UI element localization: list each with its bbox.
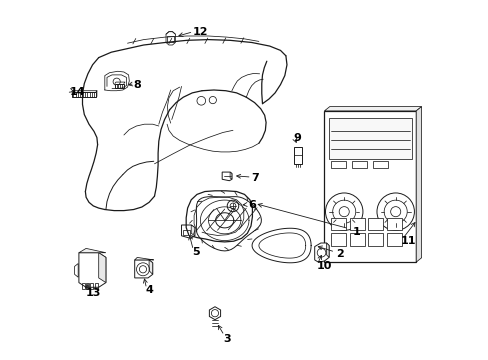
Text: 4: 4 [145, 285, 153, 295]
Polygon shape [134, 257, 153, 260]
Text: 11: 11 [400, 236, 416, 246]
Bar [367, 233, 383, 246]
Text: 14: 14 [70, 87, 85, 97]
Polygon shape [99, 253, 106, 283]
Polygon shape [79, 248, 106, 253]
Polygon shape [415, 107, 421, 262]
Polygon shape [115, 84, 123, 88]
Text: 10: 10 [316, 261, 331, 271]
Bar [81, 283, 84, 289]
Bar [328, 118, 411, 159]
Text: 12: 12 [192, 27, 207, 37]
Bar [349, 218, 364, 230]
Bar [324, 111, 415, 262]
Bar [386, 218, 401, 230]
Polygon shape [191, 225, 194, 236]
Bar [90, 283, 93, 289]
Bar [330, 233, 346, 246]
Polygon shape [324, 107, 421, 111]
Bar [386, 233, 401, 246]
Polygon shape [79, 253, 106, 287]
Bar [95, 283, 98, 289]
Text: 6: 6 [247, 200, 255, 210]
Bar [349, 233, 364, 246]
Bar [372, 161, 387, 168]
Bar [86, 283, 89, 289]
Polygon shape [294, 147, 302, 164]
Polygon shape [209, 307, 220, 320]
Bar [182, 230, 189, 235]
Bar [351, 161, 366, 168]
Text: 5: 5 [192, 247, 200, 257]
Polygon shape [222, 172, 231, 181]
Polygon shape [230, 172, 231, 179]
Polygon shape [314, 243, 328, 262]
Text: 3: 3 [223, 334, 230, 344]
Text: 2: 2 [336, 249, 344, 259]
Polygon shape [326, 243, 328, 257]
Text: 9: 9 [292, 132, 300, 143]
Polygon shape [134, 260, 152, 278]
Bar [167, 36, 174, 42]
Polygon shape [181, 225, 194, 238]
Text: 1: 1 [352, 227, 360, 237]
Text: 13: 13 [85, 288, 101, 298]
Bar [367, 218, 383, 230]
Text: 7: 7 [251, 173, 259, 183]
Bar [330, 161, 346, 168]
Polygon shape [72, 92, 96, 97]
Text: 8: 8 [133, 80, 141, 90]
Bar [330, 218, 346, 230]
Polygon shape [149, 260, 152, 274]
